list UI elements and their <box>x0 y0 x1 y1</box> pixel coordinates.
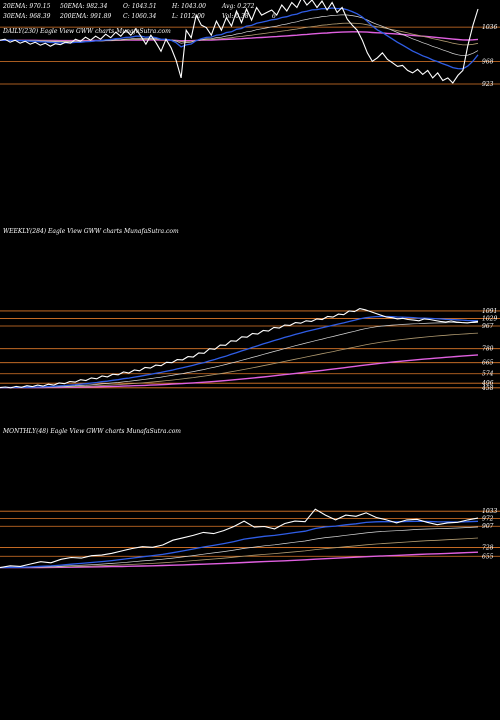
level-label: 1091 <box>482 308 497 315</box>
hdr-low: L: 1012.00 <box>171 13 205 20</box>
hdr-extra: 6 <box>272 13 276 20</box>
ema-100-line <box>0 537 479 568</box>
ema-200-line <box>0 354 479 389</box>
level-label: 968 <box>482 58 494 65</box>
ema-100-line <box>0 332 479 388</box>
hdr-high: H: 1043.00 <box>171 3 206 10</box>
level-label: 574 <box>482 371 494 378</box>
level-label: 972 <box>482 515 494 522</box>
level-label: 728 <box>482 545 494 552</box>
hdr-open: O: 1043.51 <box>123 3 157 10</box>
hdr-ema50: 50EMA: 982.34 <box>60 3 108 10</box>
level-label: 780 <box>482 346 494 353</box>
level-label: 458 <box>481 385 494 392</box>
ema-50-line <box>0 322 479 388</box>
ema-50-line <box>0 526 479 568</box>
hdr-ema200: 200EMA: 991.89 <box>59 13 111 20</box>
level-label: 655 <box>482 553 494 560</box>
level-label: 967 <box>482 323 494 330</box>
panel-title: WEEKLY(284) Eagle View GWW charts Munafa… <box>3 228 179 235</box>
weekly-panel: WEEKLY(284) Eagle View GWW charts Munafa… <box>0 228 500 392</box>
hdr-ema30: 30EMA: 968.39 <box>3 13 51 20</box>
ema-200-line <box>0 551 479 569</box>
level-label: 1036 <box>482 24 497 31</box>
level-label: 923 <box>482 81 494 88</box>
level-label: 1033 <box>482 508 497 515</box>
hdr-close: C: 1060.34 <box>123 13 157 20</box>
hdr-vol: Vol: 0.38 <box>222 13 249 20</box>
panel-title: MONTHLY(48) Eagle View GWW charts Munafa… <box>2 428 181 435</box>
indicator-header: 20EMA: 970.15 50EMA: 982.34 O: 1043.51 H… <box>2 3 276 20</box>
level-label: 496 <box>481 380 494 387</box>
ema-20-line <box>0 520 479 569</box>
price-line <box>0 0 479 84</box>
level-label: 907 <box>482 523 494 530</box>
ema-20-line <box>0 7 479 70</box>
ema-20-line <box>0 315 479 389</box>
hdr-ema20: 20EMA: 970.15 <box>2 3 51 10</box>
monthly-panel: MONTHLY(48) Eagle View GWW charts Munafa… <box>0 428 500 569</box>
price-line <box>0 308 479 389</box>
daily-panel: DAILY(230) Eagle View GWW charts MunafaS… <box>0 0 500 88</box>
panel-title: DAILY(230) Eagle View GWW charts MunafaS… <box>2 28 171 35</box>
level-label: 665 <box>482 360 494 367</box>
level-label: 1029 <box>482 315 497 322</box>
hdr-avg: Avg: 0.272 <box>221 3 255 10</box>
price-line <box>0 508 479 569</box>
